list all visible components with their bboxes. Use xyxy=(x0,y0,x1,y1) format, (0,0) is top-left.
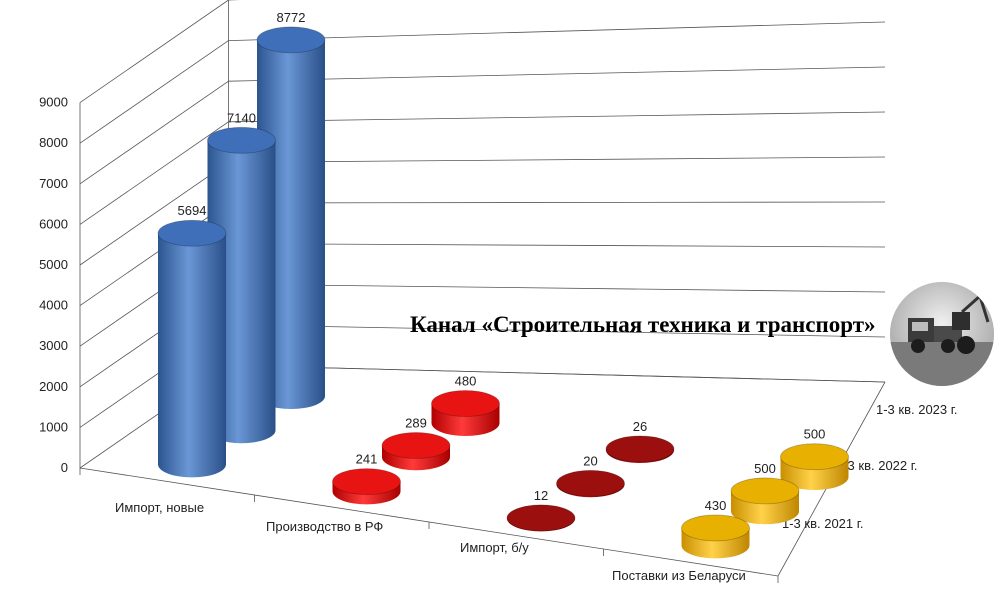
bar-body xyxy=(158,233,226,478)
bar-top xyxy=(157,219,227,247)
grid-line-left xyxy=(79,121,229,225)
grid-line-back xyxy=(228,243,886,248)
y-tick-label: 0 xyxy=(61,460,68,475)
y-tick-label: 2000 xyxy=(39,379,68,394)
data-label: 241 xyxy=(356,452,378,467)
data-label: 12 xyxy=(534,488,548,503)
grid-line-back xyxy=(228,201,886,204)
bar-top xyxy=(605,435,675,463)
bar-top xyxy=(681,514,750,542)
bar-top xyxy=(730,477,800,505)
bar-top xyxy=(207,126,276,154)
y-tick-label: 1000 xyxy=(39,419,68,434)
grid-line-left xyxy=(79,202,229,306)
data-label: 5694 xyxy=(178,203,207,218)
y-tick-label: 5000 xyxy=(39,257,68,272)
y-tick-label: 3000 xyxy=(39,338,68,353)
bar xyxy=(332,468,401,505)
bar-top xyxy=(332,468,401,496)
bar xyxy=(605,435,675,463)
data-label: 26 xyxy=(633,419,647,434)
bar-top xyxy=(780,443,849,471)
axis-floor-back xyxy=(228,365,886,383)
bar xyxy=(730,477,800,525)
bar xyxy=(431,390,500,437)
data-label: 289 xyxy=(405,415,427,430)
grid-line-left xyxy=(79,40,229,144)
data-label: 8772 xyxy=(277,10,306,25)
grid-line-back xyxy=(228,21,886,41)
chart-bars xyxy=(157,26,849,559)
bar xyxy=(506,504,576,532)
y-tick-label: 9000 xyxy=(39,95,68,110)
grid-line-back xyxy=(228,156,886,163)
bar xyxy=(381,432,451,471)
x-tick-label: Производство в РФ xyxy=(266,519,383,534)
grid-line-left xyxy=(79,0,229,103)
data-label: 500 xyxy=(754,461,776,476)
x-tick-label: Импорт, б/у xyxy=(460,540,529,555)
bar xyxy=(681,514,750,559)
construction-machinery-photo-icon xyxy=(890,282,994,386)
y-tick-label: 4000 xyxy=(39,298,68,313)
y-tick-label: 7000 xyxy=(39,176,68,191)
data-label: 430 xyxy=(705,498,727,513)
grid-line-back xyxy=(228,66,886,82)
chart-caption: Канал «Строительная техника и транспорт» xyxy=(410,312,876,337)
series-axis-label: 1-3 кв. 2021 г. xyxy=(782,516,864,531)
grid-line-back xyxy=(228,324,886,338)
bar-top xyxy=(556,469,625,497)
grid-line-left xyxy=(79,80,229,185)
bar-top xyxy=(381,432,451,459)
grid-line-back xyxy=(228,111,886,123)
grid-line-left xyxy=(79,162,229,266)
x-tick-label: Поставки из Беларуси xyxy=(612,568,746,583)
bar xyxy=(157,219,227,478)
chart-labels: 8772 480 26 500 7140 289 20 500 5694 241 12 430 xyxy=(178,10,826,513)
y-tick-label: 8000 xyxy=(39,135,68,150)
x-tick-label: Импорт, новые xyxy=(115,500,204,515)
grid-line-back xyxy=(228,283,886,293)
data-label: 7140 xyxy=(227,110,256,125)
series-axis-label: 1-3 кв. 2023 г. xyxy=(876,402,958,417)
bar xyxy=(780,443,849,491)
series-axis-label: 1-3 кв. 2022 г. xyxy=(836,458,918,473)
bar-top xyxy=(256,26,326,54)
bar xyxy=(556,469,625,498)
data-label: 500 xyxy=(804,427,826,442)
data-label: 20 xyxy=(583,453,597,468)
y-tick-label: 6000 xyxy=(39,216,68,231)
bar-top xyxy=(506,504,576,532)
data-label: 480 xyxy=(455,374,477,389)
bar-top xyxy=(431,390,500,417)
